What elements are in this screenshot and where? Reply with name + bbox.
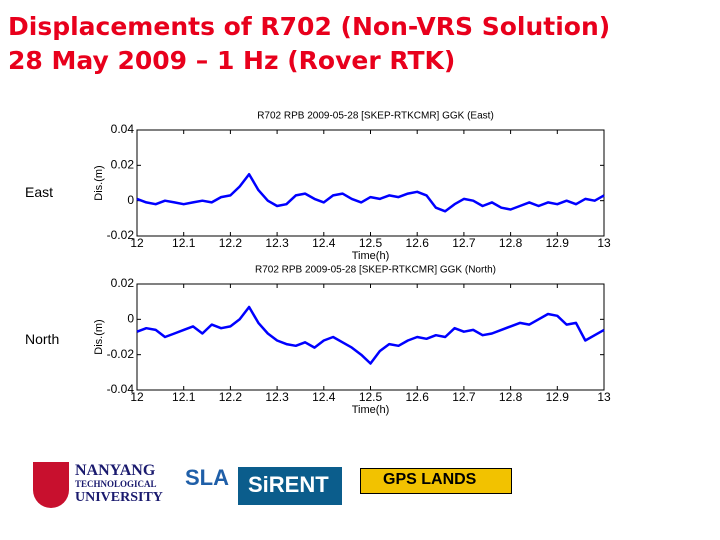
x-axis-label: Time(h) xyxy=(352,250,389,262)
logo-sirent-box: SiRENT xyxy=(238,467,342,505)
x-tick-label: 12.9 xyxy=(546,236,570,250)
logo-gps: GPS LANDS xyxy=(383,471,477,488)
data-line xyxy=(136,172,605,213)
x-tick-label: 12.7 xyxy=(452,236,476,250)
logo-ntu: NANYANG TECHNOLOGICAL UNIVERSITY xyxy=(33,462,175,508)
y-tick-label: 0.04 xyxy=(111,122,135,136)
panel-label: North xyxy=(25,331,60,347)
plot-frame xyxy=(136,129,605,237)
y-tick-label: -0.04 xyxy=(107,382,135,396)
x-tick-label: 12.5 xyxy=(359,390,383,404)
chart-title: R702 RPB 2009-05-28 [SKEP-RTKCMR] GGK (E… xyxy=(257,111,494,122)
y-tick-label: -0.02 xyxy=(107,347,135,361)
x-tick-label: 12.3 xyxy=(265,390,289,404)
x-tick-label: 12.2 xyxy=(219,236,243,250)
x-tick-label: 12.2 xyxy=(219,390,243,404)
data-line xyxy=(136,305,605,365)
title-line: 28 May 2009 – 1 Hz (Rover RTK) xyxy=(8,46,456,75)
x-tick-label: 12.1 xyxy=(172,236,196,250)
x-tick-label: 12.6 xyxy=(406,390,430,404)
chart-title: R702 RPB 2009-05-28 [SKEP-RTKCMR] GGK (N… xyxy=(255,265,496,276)
logo-text: NANYANG xyxy=(75,462,156,479)
logo-text: TECHNOLOGICAL xyxy=(75,479,157,489)
logo-text: UNIVERSITY xyxy=(75,490,163,505)
plot-frame xyxy=(136,283,605,391)
x-tick-label: 12.5 xyxy=(359,236,383,250)
y-tick-label: -0.02 xyxy=(107,228,135,242)
x-tick-label: 12.8 xyxy=(499,390,523,404)
x-tick-label: 12.7 xyxy=(452,390,476,404)
x-tick-label: 12.6 xyxy=(406,236,430,250)
logo-sla: SLA xyxy=(185,465,229,490)
x-tick-label: 12.3 xyxy=(265,236,289,250)
x-tick-label: 13 xyxy=(597,390,611,404)
x-tick-label: 13 xyxy=(597,236,611,250)
y-tick-label: 0.02 xyxy=(111,276,135,290)
y-tick-label: 0.02 xyxy=(111,158,135,172)
y-tick-label: 0 xyxy=(127,193,134,207)
x-tick-label: 12.9 xyxy=(546,390,570,404)
title-line: Displacements of R702 (Non-VRS Solution) xyxy=(8,12,611,41)
x-tick-label: 12.4 xyxy=(312,390,336,404)
slide-title: Displacements of R702 (Non-VRS Solution)… xyxy=(8,10,610,78)
x-tick-label: 12 xyxy=(130,390,144,404)
logo-gps-box: GPS LANDS xyxy=(360,468,512,494)
x-tick-label: 12.4 xyxy=(312,236,336,250)
x-tick-label: 12 xyxy=(130,236,144,250)
crest xyxy=(33,462,69,508)
y-axis-label: Dis.(m) xyxy=(93,165,105,200)
y-tick-label: 0 xyxy=(127,312,134,326)
y-axis-label: Dis.(m) xyxy=(93,319,105,354)
x-tick-label: 12.1 xyxy=(172,390,196,404)
panel-label: East xyxy=(25,184,54,200)
logo-sirent: SiRENT xyxy=(248,472,329,497)
x-axis-label: Time(h) xyxy=(352,404,389,416)
x-tick-label: 12.8 xyxy=(499,236,523,250)
